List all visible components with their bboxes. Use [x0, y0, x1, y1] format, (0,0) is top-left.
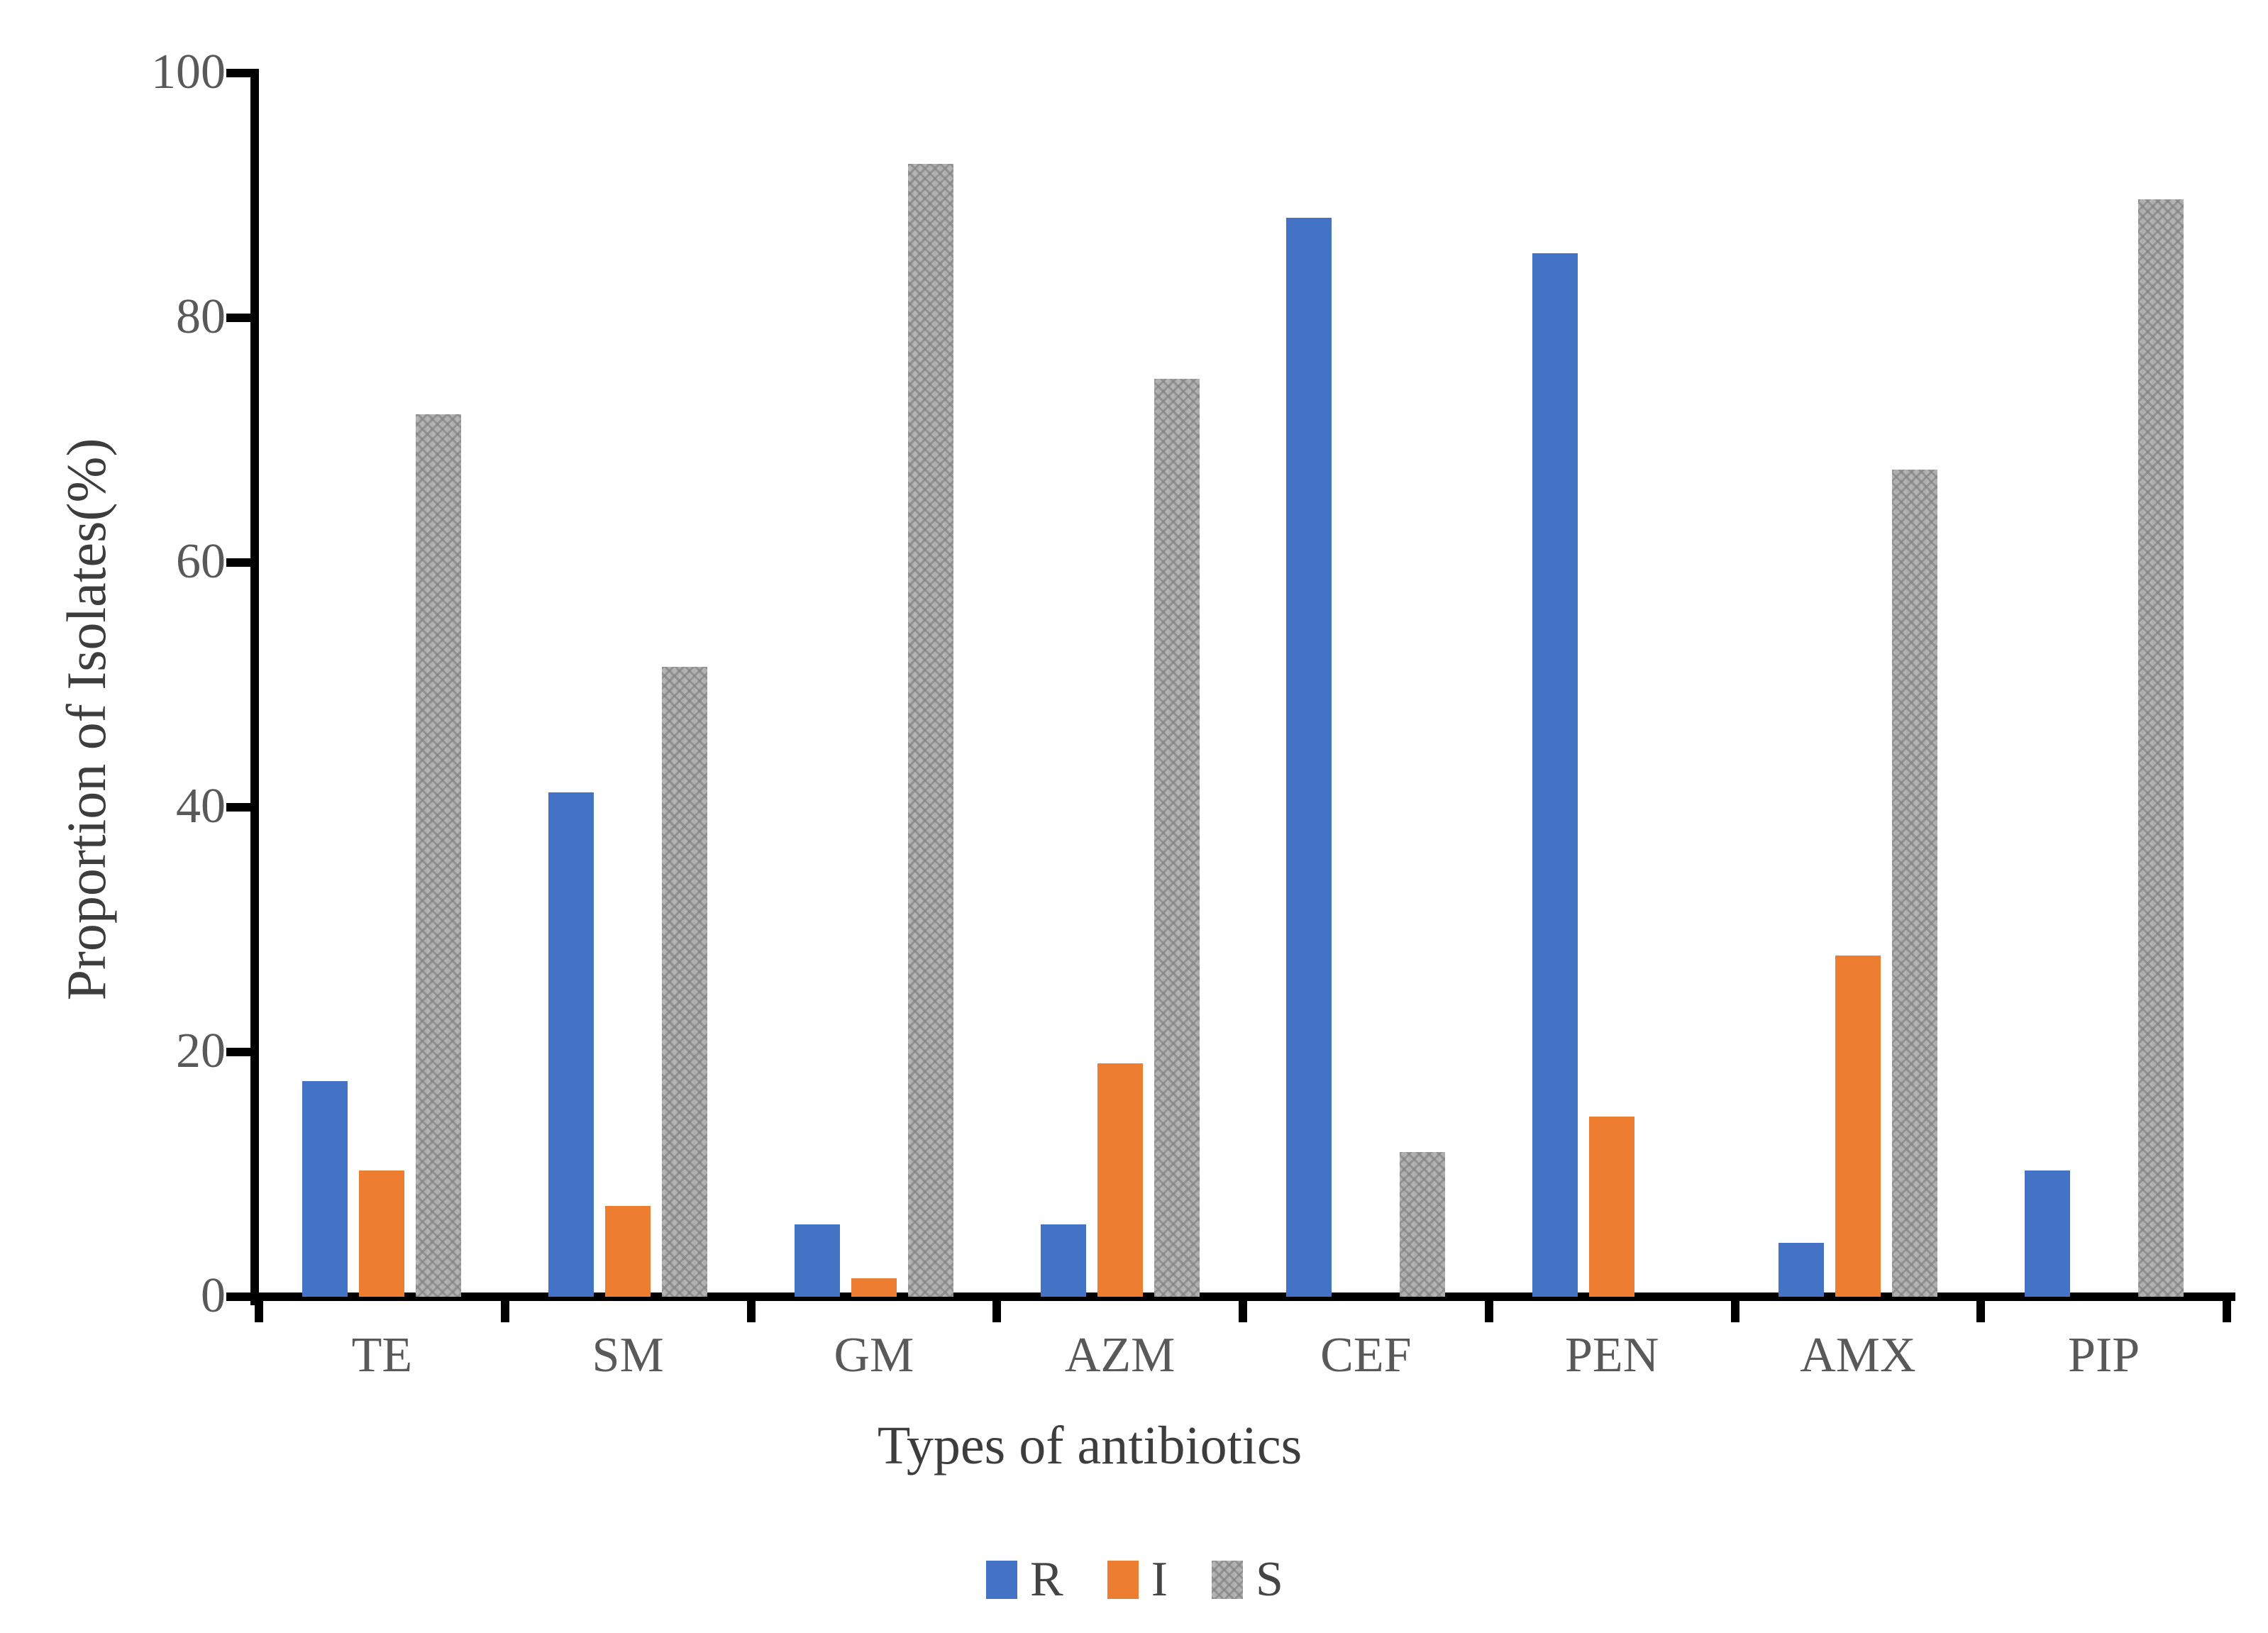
bar-SM-I [605, 1206, 651, 1297]
y-tick-label-40: 40 [176, 779, 226, 834]
bar-GM-I [851, 1278, 897, 1297]
x-tick-4 [1239, 1301, 1247, 1322]
y-tick-0 [226, 1292, 250, 1301]
category-label-PEN: PEN [1565, 1328, 1659, 1383]
legend-entry-I: I [1107, 1555, 1168, 1605]
category-label-SM: SM [592, 1328, 664, 1383]
bar-TE-I [359, 1170, 404, 1297]
bar-SM-R [548, 792, 594, 1297]
y-tick-20 [226, 1048, 250, 1056]
bar-CEF-R [1286, 218, 1332, 1297]
bar-TE-S [416, 414, 461, 1297]
bar-TE-R [302, 1081, 348, 1297]
bar-PEN-I [1589, 1117, 1634, 1297]
x-tick-6 [1730, 1301, 1739, 1322]
bar-AMX-S [1892, 470, 1937, 1297]
category-label-AZM: AZM [1064, 1328, 1176, 1383]
legend-swatch-R [986, 1561, 1017, 1599]
x-axis-title: Types of antibiotics [877, 1416, 1302, 1476]
bar-AZM-I [1097, 1063, 1143, 1297]
bar-GM-S [908, 164, 953, 1297]
legend-entry-S: S [1212, 1555, 1283, 1605]
y-tick-label-60: 60 [176, 534, 226, 589]
legend-label-I: I [1151, 1552, 1168, 1607]
category-label-GM: GM [834, 1328, 914, 1383]
bar-PIP-R [2025, 1170, 2070, 1297]
y-axis-line [250, 69, 259, 1305]
bar-CEF-S [1400, 1152, 1445, 1297]
x-tick-8 [2223, 1301, 2231, 1322]
x-axis-line [250, 1292, 2235, 1301]
x-tick-0 [255, 1301, 263, 1322]
y-tick-40 [226, 803, 250, 812]
y-tick-label-80: 80 [176, 289, 226, 344]
bar-SM-S [662, 667, 707, 1297]
bar-AMX-R [1779, 1243, 1824, 1297]
y-tick-100 [226, 69, 250, 77]
bar-GM-R [795, 1224, 840, 1297]
y-tick-label-0: 0 [201, 1268, 226, 1323]
category-label-CEF: CEF [1320, 1328, 1412, 1383]
x-tick-7 [1976, 1301, 1986, 1322]
bar-AMX-I [1835, 956, 1881, 1297]
legend-swatch-I [1107, 1561, 1139, 1599]
category-label-PIP: PIP [2068, 1328, 2140, 1383]
bar-AZM-S [1154, 379, 1200, 1297]
y-tick-label-100: 100 [151, 45, 226, 99]
bar-PEN-R [1532, 253, 1578, 1297]
legend-entry-R: R [986, 1555, 1063, 1605]
x-tick-2 [746, 1301, 756, 1322]
bar-PIP-S [2138, 199, 2184, 1297]
legend-label-S: S [1256, 1552, 1283, 1607]
x-tick-1 [500, 1301, 509, 1322]
y-tick-label-20: 20 [176, 1024, 226, 1078]
y-tick-60 [226, 558, 250, 567]
legend-label-R: R [1030, 1552, 1063, 1607]
x-tick-3 [992, 1301, 1002, 1322]
bar-AZM-R [1041, 1224, 1086, 1297]
y-tick-80 [226, 314, 250, 322]
category-label-AMX: AMX [1800, 1328, 1916, 1383]
category-label-TE: TE [351, 1328, 413, 1383]
legend-swatch-S [1212, 1561, 1244, 1599]
y-axis-title: Proportion of Isolates(%) [55, 438, 117, 1001]
x-tick-5 [1484, 1301, 1493, 1322]
